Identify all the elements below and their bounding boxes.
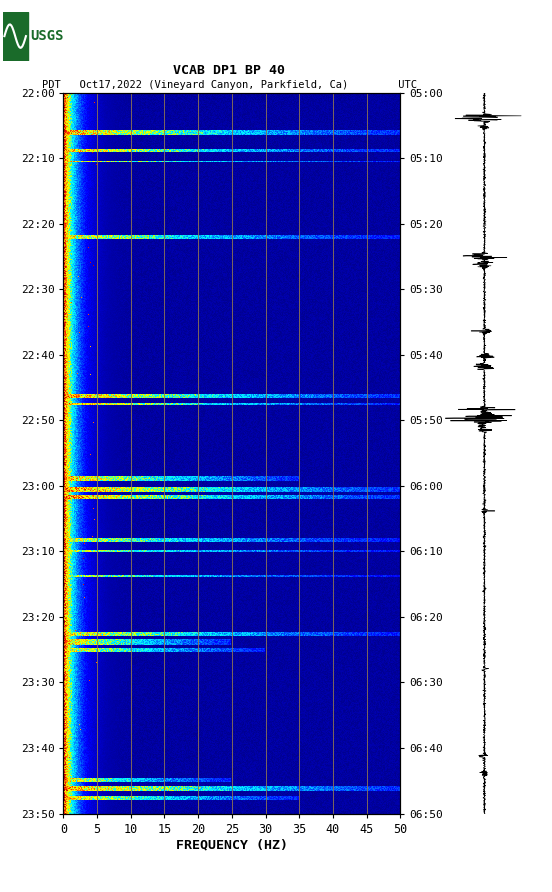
X-axis label: FREQUENCY (HZ): FREQUENCY (HZ) (176, 838, 288, 851)
Text: PDT   Oct17,2022 (Vineyard Canyon, Parkfield, Ca)        UTC: PDT Oct17,2022 (Vineyard Canyon, Parkfie… (41, 79, 417, 90)
Text: USGS: USGS (30, 29, 64, 43)
Text: VCAB DP1 BP 40: VCAB DP1 BP 40 (173, 64, 285, 78)
Bar (3, 12, 28, 61)
